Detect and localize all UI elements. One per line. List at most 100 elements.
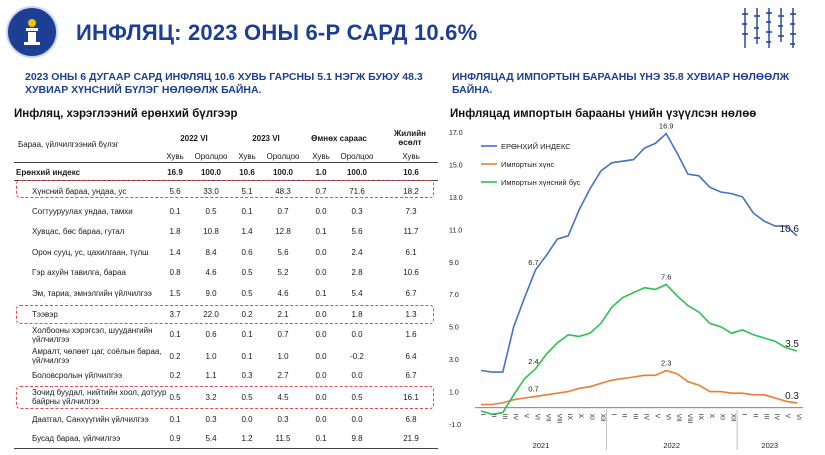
header-2022: 2022 VI <box>180 134 208 143</box>
cell-value: 100.0 <box>346 167 368 177</box>
cell-value: 6.1 <box>405 247 417 257</box>
sub-2: Оролцоо <box>194 151 228 161</box>
month-tick-label: VIII <box>686 414 693 424</box>
y-tick-label: 1.0 <box>449 390 459 397</box>
cell-value: 0.0 <box>315 247 327 257</box>
month-tick-label: X <box>577 414 584 419</box>
cell-value: 10.6 <box>403 167 419 177</box>
year-label: 2023 <box>761 441 778 450</box>
cell-value: 3.2 <box>205 392 217 402</box>
cell-value: 12.8 <box>275 226 291 236</box>
cell-value: 0.1 <box>169 206 181 216</box>
table-row: Орон сууц, ус, цахилгаан, түлш 1.4 8.4 0.6 5… <box>14 242 438 262</box>
cell-value: 7.3 <box>405 206 417 216</box>
cell-value: 0.7 <box>277 206 289 216</box>
cell-value: 2.8 <box>351 267 363 277</box>
cell-value: 100.0 <box>200 167 222 177</box>
cell-value: 0.3 <box>205 414 217 424</box>
cell-value: 1.0 <box>277 351 289 361</box>
cell-value: 0.0 <box>315 206 327 216</box>
cell-value: 0.3 <box>277 414 289 424</box>
month-tick-label: XI <box>588 414 595 420</box>
cell-value: 1.1 <box>205 370 217 380</box>
row-label: Хувцас, бөс бараа, гутал <box>32 226 125 236</box>
cell-value: 5.4 <box>351 288 363 298</box>
sub-6: Оролцоо <box>340 151 374 161</box>
cell-value: 0.7 <box>277 330 289 339</box>
data-label: 2.3 <box>661 358 671 367</box>
month-tick-label: VI <box>533 414 540 420</box>
cell-value: 0.0 <box>351 414 363 424</box>
cell-value: 0.6 <box>205 330 217 339</box>
cell-value: 0.2 <box>169 351 181 361</box>
highlight-transport <box>16 305 434 324</box>
chart-title: Инфляцад импортын барааны үнийн үзүүлсэн… <box>450 108 757 120</box>
month-tick-label: VII <box>544 414 551 422</box>
cell-value: 6.4 <box>405 351 417 361</box>
cell-value: 6.8 <box>405 414 417 424</box>
cell-value: 1.4 <box>169 247 181 257</box>
header-2023: 2023 VI <box>252 134 280 143</box>
month-tick-label: XII <box>730 414 737 422</box>
rule <box>14 448 438 449</box>
import-impact-chart: -1.01.03.05.07.09.011.013.015.017.0I II II… <box>449 122 803 450</box>
cell-value: 0.0 <box>315 330 327 339</box>
cell-value: 5.1 <box>241 186 253 196</box>
highlight-hotel <box>16 386 434 409</box>
sub-5: Хувь <box>312 151 330 161</box>
cell-value: 0.0 <box>351 370 363 380</box>
cell-value: 5.2 <box>277 267 289 277</box>
cell-value: 10.6 <box>239 167 255 177</box>
y-tick-label: 5.0 <box>449 325 459 332</box>
cell-value: 0.1 <box>169 414 181 424</box>
month-tick-label: I <box>479 414 486 416</box>
series-line <box>480 283 798 416</box>
cell-value: 0.0 <box>315 414 327 424</box>
cell-value: 2.7 <box>277 370 289 380</box>
row-label: Амралт, чөлөөт цаг, соёлын бараа, үйлчил… <box>32 347 162 365</box>
series-line <box>481 369 798 406</box>
col-group-header: Бараа, үйлчилгээний бүлэг <box>18 140 119 149</box>
data-label: 10.6 <box>780 224 800 235</box>
month-tick-label: XII <box>599 414 606 422</box>
table-row: Бусад бараа, үйлчилгээ 0.9 5.4 1.2 11.5 0.1 9.… <box>14 430 438 446</box>
month-tick-label: VII <box>675 414 682 422</box>
table-row: Холбооны хэрэгсэл, шуудангийн үйлчилгээ 0… <box>14 325 438 344</box>
table-row: Хүнсний бараа, ундаа, ус 5.6 33.0 5.1 48.3 0.… <box>14 182 438 200</box>
cell-value: 0.2 <box>169 370 181 380</box>
table-row: Хувцас, бөс бараа, гутал 1.8 10.8 1.4 12.8 0.… <box>14 222 438 240</box>
row-label: Согтууруулах ундаа, тамхи <box>32 206 133 216</box>
data-label: 6.7 <box>528 258 538 267</box>
highlight-food <box>16 180 434 198</box>
cell-value: 8.4 <box>205 247 217 257</box>
cell-value: 0.3 <box>351 206 363 216</box>
cell-value: 1.8 <box>351 309 363 319</box>
data-label: 2.4 <box>528 357 538 366</box>
data-label: 0.7 <box>528 384 538 393</box>
cell-value: 0.1 <box>315 288 327 298</box>
cell-value: 0.0 <box>315 370 327 380</box>
header-prev-month: Өмнөх сараас <box>311 134 367 143</box>
cell-value: 71.6 <box>349 186 365 196</box>
month-tick-label: VI <box>664 414 671 420</box>
row-label: Эм, тариа, эмнэлгийн үйлчилгээ <box>32 288 152 298</box>
month-tick-label: X <box>708 414 715 419</box>
header-annual: Жилийн өсөлт <box>394 129 426 147</box>
y-tick-label: 9.0 <box>449 260 459 267</box>
month-tick-label: IV <box>773 414 780 421</box>
cell-value: 0.1 <box>241 206 253 216</box>
month-tick-label: II <box>751 414 758 418</box>
cell-value: 1.4 <box>241 226 253 236</box>
row-label: Орон сууц, ус, цахилгаан, түлш <box>32 247 149 257</box>
cell-value: 1.8 <box>169 226 181 236</box>
cell-value: -0.2 <box>350 351 364 361</box>
month-tick-label: IX <box>566 414 573 421</box>
month-tick-label: III <box>762 414 769 420</box>
cell-value: 1.2 <box>241 433 253 443</box>
cell-value: 9.0 <box>205 288 217 298</box>
row-label: Зочид буудал, нийтийн хоол, дотуур байрн… <box>32 388 167 406</box>
sub-3: Хувь <box>238 151 256 161</box>
cell-value: 4.5 <box>277 392 289 402</box>
left-subtitle: 2023 ОНЫ 6 ДУГААР САРД ИНФЛЯЦ 10.6 ХУВЬ … <box>25 71 423 96</box>
data-label: 16.9 <box>659 122 674 131</box>
